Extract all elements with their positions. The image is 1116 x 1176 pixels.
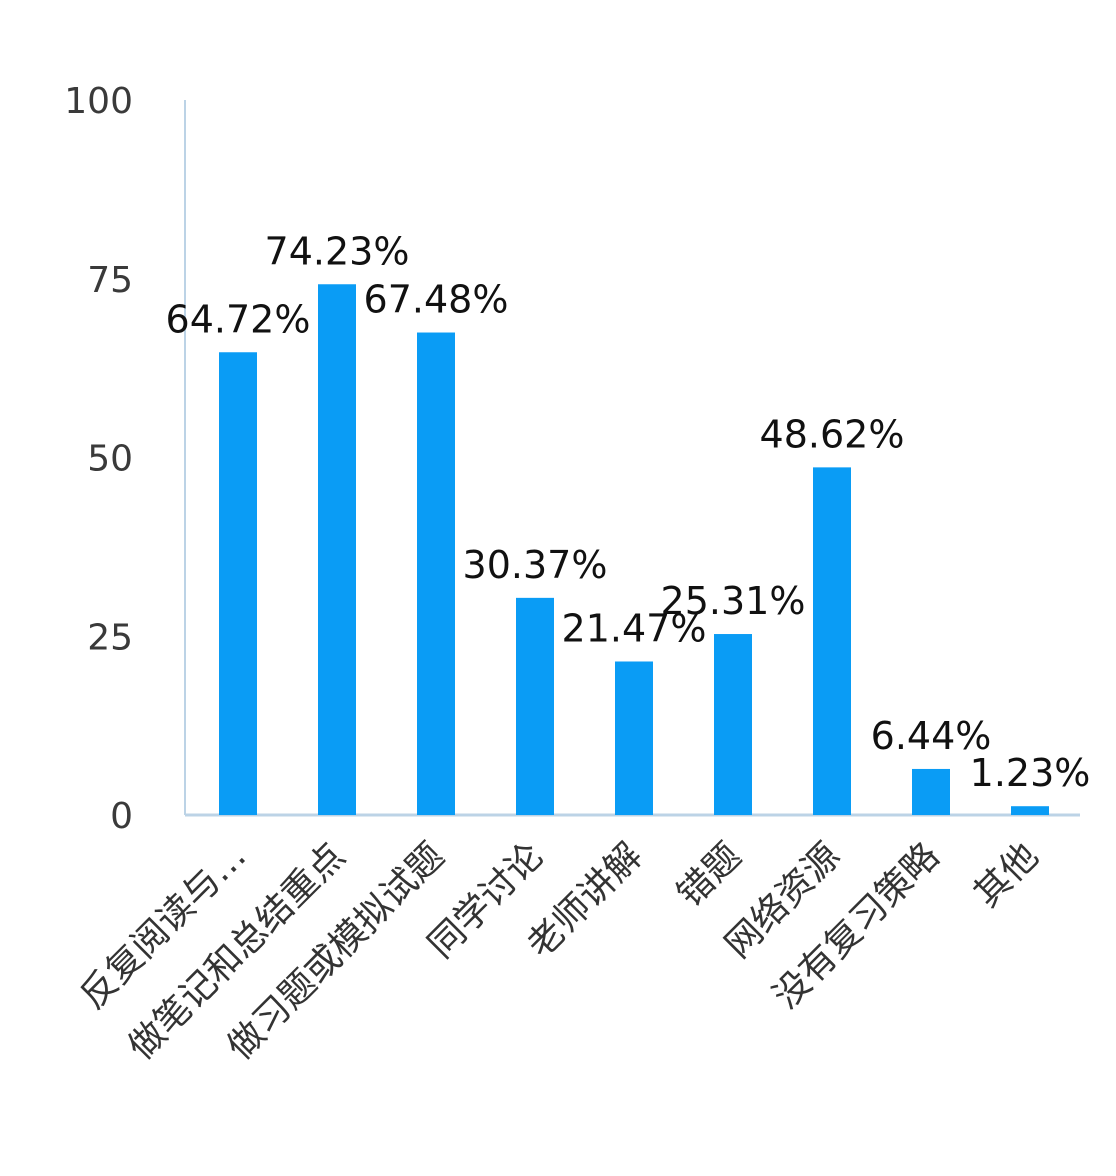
y-tick-label: 75 [87, 260, 133, 301]
data-label: 25.31% [661, 579, 806, 623]
bar [417, 332, 455, 815]
bars [219, 284, 1049, 815]
category-label: 其他 [966, 835, 1046, 915]
bar [813, 467, 851, 815]
data-label: 64.72% [166, 297, 311, 341]
data-labels: 64.72% 74.23% 67.48% 30.37% 21.47%25.31% 48.6… [166, 229, 1091, 795]
bar [318, 284, 356, 815]
data-label: 30.37% [463, 543, 608, 587]
y-tick-label: 0 [110, 796, 133, 837]
bar [615, 661, 653, 815]
y-tick-label: 50 [87, 439, 133, 480]
category-label: 错题 [669, 835, 749, 915]
bar [1011, 806, 1049, 815]
data-label: 74.23% [265, 229, 410, 273]
bar [714, 634, 752, 815]
bar [912, 768, 950, 815]
y-axis-ticks: 0 25 50 75 100 [64, 81, 133, 837]
data-label: 1.23% [970, 751, 1091, 795]
data-label: 48.62% [760, 412, 905, 456]
y-tick-label: 100 [64, 81, 133, 122]
data-label: 67.48% [364, 278, 509, 322]
bar [516, 597, 554, 815]
data-label: 6.44% [871, 714, 992, 758]
data-label: 21.47% [562, 606, 707, 650]
y-tick-label: 25 [87, 617, 133, 658]
bar [219, 352, 257, 815]
